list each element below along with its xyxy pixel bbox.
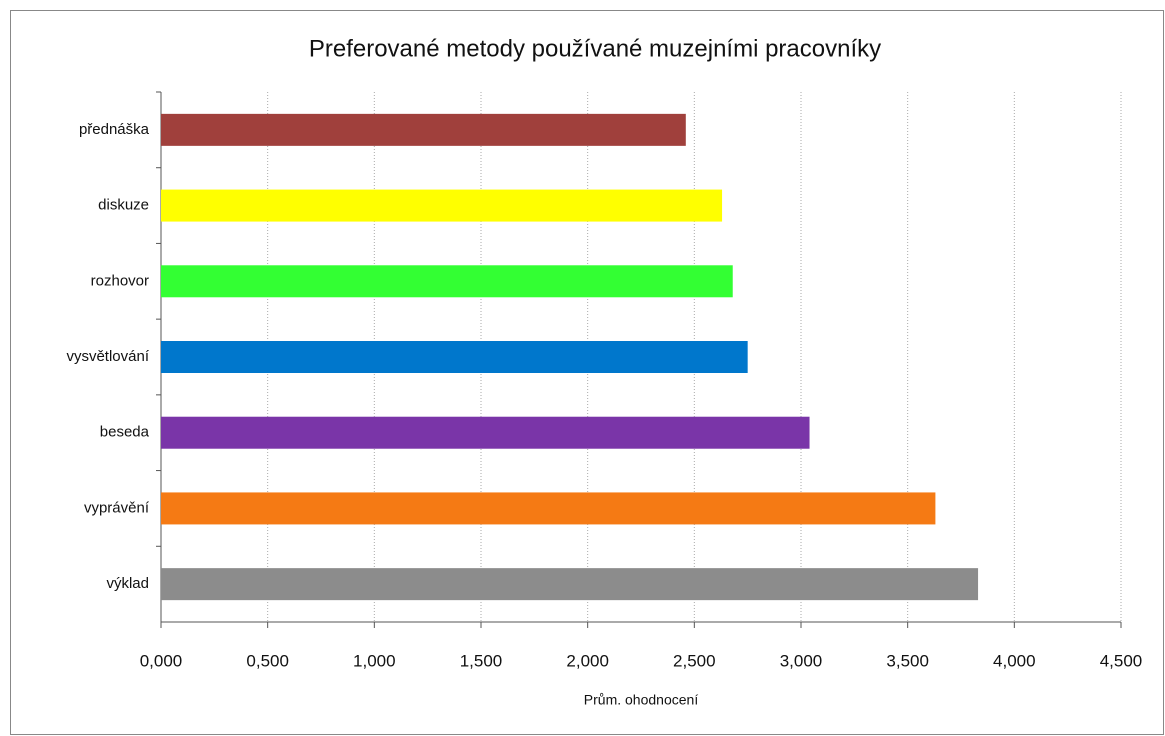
bar xyxy=(161,113,686,146)
y-tick-label: diskuze xyxy=(98,197,149,214)
x-tick-label: 0,000 xyxy=(140,651,183,670)
y-tick-label: beseda xyxy=(100,424,150,441)
x-tick-label: 4,500 xyxy=(1100,651,1143,670)
bar xyxy=(161,189,723,222)
bar xyxy=(161,492,936,525)
y-tick-label: vysvětlování xyxy=(66,348,149,365)
x-tick-label: 2,500 xyxy=(673,651,716,670)
y-tick-label: výklad xyxy=(106,575,149,592)
x-tick-label: 3,000 xyxy=(780,651,823,670)
y-tick-label: rozhovor xyxy=(91,272,149,289)
chart-title: Preferované metody používané muzejními p… xyxy=(309,35,881,62)
x-tick-label: 0,500 xyxy=(246,651,289,670)
x-tick-label: 1,000 xyxy=(353,651,396,670)
x-tick-label: 2,000 xyxy=(566,651,609,670)
bar xyxy=(161,341,748,373)
x-tick-label: 4,000 xyxy=(993,651,1036,670)
y-tick-label: vyprávění xyxy=(84,499,150,516)
bar xyxy=(161,568,979,601)
x-axis-label: Prům. ohodnocení xyxy=(584,692,699,708)
y-tick-label: přednáška xyxy=(79,121,150,138)
x-tick-label: 1,500 xyxy=(460,651,503,670)
bar xyxy=(161,265,733,298)
bar xyxy=(161,416,810,449)
x-tick-label: 3,500 xyxy=(886,651,929,670)
